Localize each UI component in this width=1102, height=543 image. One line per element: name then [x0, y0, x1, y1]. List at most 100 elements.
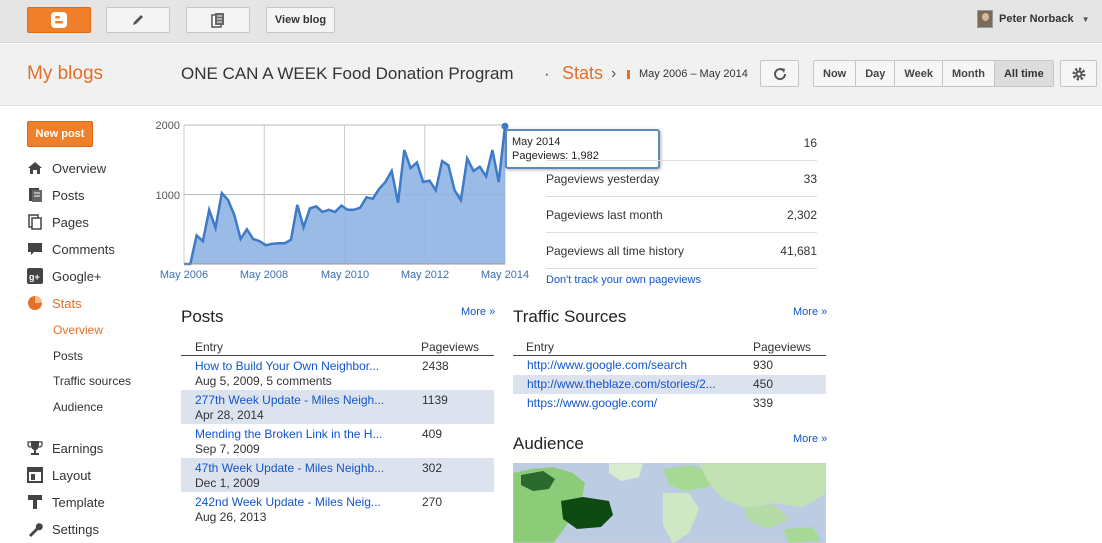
layout-icon: [27, 467, 43, 483]
sidebar-item-settings[interactable]: Settings: [27, 518, 99, 540]
sidebar-item-template[interactable]: Template: [27, 491, 105, 513]
stat-label: Pageviews all time history: [546, 243, 685, 258]
stat-value: 41,681: [780, 243, 817, 258]
new-post-button[interactable]: New post: [27, 121, 93, 147]
comments-icon: [28, 243, 42, 255]
audience-world-map[interactable]: [513, 463, 826, 543]
pageviews-chart: 2000 1000 May 2006 May 2008 May 2010 May…: [156, 120, 530, 281]
settings-button[interactable]: [1060, 60, 1097, 87]
post-pageviews: 2438: [422, 359, 449, 373]
x-tick-label: May 2006: [160, 269, 208, 281]
my-blogs-link[interactable]: My blogs: [27, 63, 104, 84]
posts-more-link[interactable]: More »: [461, 306, 496, 318]
posts-table-header: Entry Pageviews: [181, 337, 494, 356]
sidebar-item-label: Google+: [52, 268, 102, 284]
stat-row-last-month: Pageviews last month 2,302: [546, 197, 817, 233]
table-row: https://www.google.com/ 339: [513, 394, 826, 413]
breadcrumb-separator: ·: [544, 64, 550, 83]
period-day[interactable]: Day: [856, 61, 896, 86]
col-entry: Entry: [526, 340, 555, 354]
sidebar-item-label: Posts: [52, 187, 85, 203]
x-tick-label: May 2008: [240, 269, 288, 281]
stat-label: Pageviews yesterday: [546, 171, 660, 186]
y-tick-label: 1000: [156, 190, 180, 202]
stat-value: 16: [803, 135, 817, 150]
sidebar-item-comments[interactable]: Comments: [27, 238, 115, 260]
post-pageviews: 1139: [422, 393, 448, 407]
period-week[interactable]: Week: [895, 61, 943, 86]
date-range: May 2006 – May 2014: [639, 68, 748, 80]
table-row: 242nd Week Update - Miles Neig... Aug 26…: [181, 492, 494, 526]
pencil-icon: [133, 15, 143, 25]
dont-track-link[interactable]: Don't track your own pageviews: [546, 274, 701, 286]
stat-row-all-time: Pageviews all time history 41,681: [546, 233, 817, 269]
sidebar-item-label: Earnings: [52, 440, 104, 456]
sidebar-item-earnings[interactable]: Earnings: [27, 437, 103, 459]
sidebar-item-layout[interactable]: Layout: [27, 464, 91, 486]
stats-icon: [28, 296, 42, 310]
post-pageviews: 270: [422, 495, 443, 509]
stat-row-yesterday: Pageviews yesterday 33: [546, 161, 817, 197]
period-all-time[interactable]: All time: [994, 61, 1053, 86]
documents-icon: [211, 13, 224, 28]
blogger-logo-button[interactable]: [27, 7, 91, 33]
google-plus-icon: g+: [27, 268, 43, 284]
sidebar-sub-audience[interactable]: Audience: [53, 400, 104, 414]
col-pageviews: Pageviews: [421, 340, 480, 354]
post-title-link[interactable]: How to Build Your Own Neighbor...: [195, 359, 380, 373]
caret-down-icon: ▼: [1081, 14, 1090, 24]
chart-area: [184, 126, 505, 264]
chart-hover-point[interactable]: [501, 122, 509, 130]
col-entry: Entry: [195, 340, 224, 354]
posts-section-title: Posts: [181, 307, 224, 326]
period-now[interactable]: Now: [814, 61, 857, 86]
stat-label: Pageviews last month: [546, 207, 663, 222]
traffic-pageviews: 930: [753, 358, 774, 372]
sidebar-sub-overview[interactable]: Overview: [53, 323, 104, 337]
sidebar-item-label: Layout: [52, 467, 92, 483]
traffic-more-link[interactable]: More »: [793, 306, 828, 318]
post-meta: Apr 28, 2014: [195, 408, 264, 422]
traffic-source-link[interactable]: https://www.google.com/: [527, 396, 658, 410]
sidebar-sub-traffic-sources[interactable]: Traffic sources: [53, 374, 132, 388]
traffic-source-link[interactable]: http://www.theblaze.com/stories/2...: [527, 377, 716, 391]
tooltip-title: May 2014: [512, 136, 561, 148]
new-post-pencil-button[interactable]: [106, 7, 170, 33]
view-blog-button[interactable]: View blog: [266, 7, 335, 33]
sidebar-item-label: Comments: [52, 241, 115, 257]
date-marker-icon: [627, 70, 630, 79]
sidebar-item-google-plus[interactable]: g+ Google+: [27, 265, 102, 287]
stat-value: 33: [803, 171, 817, 186]
pageview-stats: 16 Pageviews yesterday 33 Pageviews last…: [546, 125, 817, 269]
table-row: How to Build Your Own Neighbor... Aug 5,…: [181, 356, 494, 390]
post-title-link[interactable]: Mending the Broken Link in the H...: [195, 427, 383, 441]
sidebar-item-posts[interactable]: Posts: [27, 184, 85, 206]
post-title-link[interactable]: 277th Week Update - Miles Neigh...: [195, 393, 385, 407]
traffic-pageviews: 450: [753, 377, 774, 391]
chart-line: [184, 126, 507, 266]
col-pageviews: Pageviews: [753, 340, 812, 354]
post-meta: Dec 1, 2009: [195, 476, 260, 490]
avatar: [977, 10, 993, 28]
traffic-pageviews: 339: [753, 396, 774, 410]
sidebar-item-pages[interactable]: Pages: [27, 211, 89, 233]
sidebar-item-overview[interactable]: Overview: [27, 157, 106, 179]
refresh-button[interactable]: [760, 60, 799, 87]
traffic-source-link[interactable]: http://www.google.com/search: [527, 358, 688, 372]
home-icon: [28, 162, 42, 174]
user-menu[interactable]: Peter Norback ▼: [977, 9, 1090, 29]
sidebar-item-label: Stats: [52, 295, 82, 311]
tooltip-value: Pageviews: 1,982: [512, 150, 599, 162]
post-pageviews: 302: [422, 461, 443, 475]
period-month[interactable]: Month: [942, 61, 995, 86]
refresh-icon: [773, 67, 786, 80]
sidebar-item-stats[interactable]: Stats: [27, 292, 82, 314]
posts-list-button[interactable]: [186, 7, 250, 33]
post-title-link[interactable]: 47th Week Update - Miles Neighb...: [195, 461, 385, 475]
audience-more-link[interactable]: More »: [793, 433, 828, 445]
sidebar-sub-posts[interactable]: Posts: [53, 349, 84, 363]
user-name: Peter Norback: [999, 13, 1074, 25]
table-row: 47th Week Update - Miles Neighb... Dec 1…: [181, 458, 494, 492]
template-icon: [28, 495, 42, 509]
post-title-link[interactable]: 242nd Week Update - Miles Neig...: [195, 495, 381, 509]
